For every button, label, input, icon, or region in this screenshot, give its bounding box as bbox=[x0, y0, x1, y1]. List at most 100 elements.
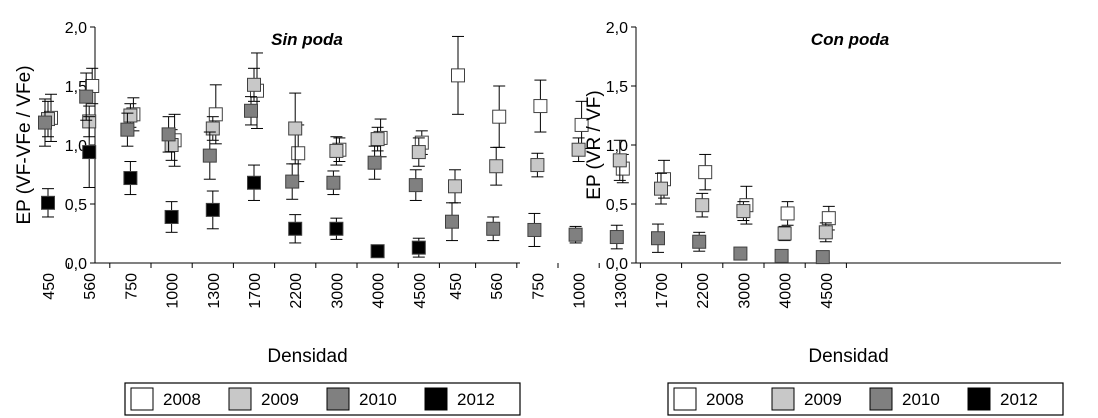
data-point-2009 bbox=[777, 226, 792, 241]
legend-swatch-2008 bbox=[130, 387, 154, 411]
data-point-2010 bbox=[244, 103, 258, 118]
data-point-2009 bbox=[247, 77, 261, 92]
legend-swatch-2008 bbox=[673, 387, 697, 411]
legend: 2008 2009 2010 2012 bbox=[124, 382, 521, 416]
data-point-2012 bbox=[164, 209, 179, 224]
data-point-2012 bbox=[123, 171, 138, 186]
series-2010 bbox=[38, 72, 423, 201]
data-point-2010 bbox=[568, 227, 583, 242]
x-tick-label: 450 bbox=[41, 273, 58, 300]
legend-label-2008: 2008 bbox=[706, 390, 744, 409]
chart-title: Con poda bbox=[811, 30, 889, 49]
data-point-2010 bbox=[527, 222, 542, 237]
x-tick-label: 750 bbox=[123, 273, 140, 300]
data-point-2012 bbox=[370, 244, 385, 259]
data-point-2012 bbox=[247, 175, 261, 190]
data-point-2008 bbox=[574, 117, 589, 132]
x-tick-label: 3000 bbox=[736, 273, 753, 309]
data-point-2010 bbox=[285, 174, 300, 189]
series-2008 bbox=[451, 35, 836, 231]
legend-swatch-2012 bbox=[967, 387, 991, 411]
legend-label-2008: 2008 bbox=[163, 390, 201, 409]
x-tick-label: 4500 bbox=[819, 273, 836, 309]
x-tick-label: 1300 bbox=[206, 273, 223, 309]
y-tick-label: 2,0 bbox=[65, 20, 87, 37]
data-point-2009 bbox=[411, 145, 426, 160]
data-point-2010 bbox=[326, 175, 341, 190]
data-point-2008 bbox=[451, 68, 465, 83]
series-2009 bbox=[448, 137, 833, 243]
legend-label-2009: 2009 bbox=[804, 390, 842, 409]
data-point-2012 bbox=[82, 145, 97, 160]
x-tick-label: 560 bbox=[82, 273, 99, 300]
data-point-2010 bbox=[445, 214, 459, 229]
data-point-2008 bbox=[533, 99, 548, 114]
legend-label-2009: 2009 bbox=[261, 390, 299, 409]
data-point-2012 bbox=[41, 195, 55, 210]
legend-swatch-2012 bbox=[424, 387, 448, 411]
data-point-2009 bbox=[736, 204, 751, 219]
legend: 2008 2009 2010 2012 bbox=[667, 382, 1064, 416]
y-tick-label: 0,0 bbox=[65, 256, 87, 273]
chart-panel-2: 0,0 0,5 1,0 1,5 2,0 450 560 750 1000 1300 1700 2200… bbox=[445, 20, 1064, 416]
data-point-2012 bbox=[205, 202, 220, 217]
legend-label-2010: 2010 bbox=[359, 390, 397, 409]
legend-swatch-2009 bbox=[771, 387, 795, 411]
data-point-2009 bbox=[288, 121, 303, 136]
data-point-2009 bbox=[571, 142, 586, 157]
y-tick-label: 0,5 bbox=[606, 197, 628, 214]
legend-swatch-2010 bbox=[326, 387, 350, 411]
legend-frame bbox=[124, 382, 521, 416]
x-tick-label: 2200 bbox=[288, 273, 305, 309]
data-point-2009 bbox=[612, 153, 627, 168]
legend-label-2012: 2012 bbox=[457, 390, 495, 409]
data-point-2010 bbox=[692, 234, 707, 249]
legend-label-2012: 2012 bbox=[1000, 390, 1038, 409]
series-2012 bbox=[41, 116, 426, 259]
x-tick-label: 1000 bbox=[165, 273, 182, 309]
legend-swatch-2009 bbox=[228, 387, 252, 411]
data-point-2012 bbox=[329, 221, 344, 236]
data-point-2010 bbox=[815, 250, 830, 265]
data-point-2008 bbox=[291, 146, 306, 161]
data-point-2008 bbox=[780, 206, 795, 221]
x-tick-label: 1000 bbox=[572, 273, 589, 309]
y-tick-label: 0,0 bbox=[606, 256, 628, 273]
data-point-2010 bbox=[120, 122, 135, 137]
x-tick-label: 3000 bbox=[329, 273, 346, 309]
y-tick-label: 1,0 bbox=[65, 138, 87, 155]
data-point-2008 bbox=[698, 165, 713, 180]
data-point-2009 bbox=[370, 132, 385, 147]
x-tick-label: 2200 bbox=[695, 273, 712, 309]
legend-label-2010: 2010 bbox=[902, 390, 940, 409]
data-point-2008 bbox=[208, 107, 223, 122]
series-2010 bbox=[445, 202, 830, 265]
data-point-2009 bbox=[654, 181, 668, 196]
data-point-2009 bbox=[448, 179, 462, 194]
y-axis-title: EP (VR / VF) bbox=[584, 90, 605, 199]
x-tick-label: 1700 bbox=[247, 273, 264, 309]
data-point-2010 bbox=[774, 248, 789, 263]
x-tick-label: 4500 bbox=[412, 273, 429, 309]
y-tick-label: 1,5 bbox=[606, 79, 628, 96]
x-tick-label: 560 bbox=[489, 273, 506, 300]
data-point-2010 bbox=[161, 127, 176, 142]
data-point-2010 bbox=[38, 115, 52, 130]
data-point-2010 bbox=[202, 148, 217, 163]
data-point-2009 bbox=[329, 143, 344, 158]
legend-swatch-2010 bbox=[869, 387, 893, 411]
data-point-2009 bbox=[695, 198, 710, 213]
data-point-2010 bbox=[651, 231, 665, 246]
x-tick-label: 4000 bbox=[371, 273, 388, 309]
x-tick-label: 1700 bbox=[654, 273, 671, 309]
x-tick-label: 1300 bbox=[613, 273, 630, 309]
data-point-2012 bbox=[411, 240, 426, 255]
x-tick-label: 450 bbox=[448, 273, 465, 300]
x-axis-title: Densidad bbox=[267, 346, 347, 367]
data-point-2012 bbox=[288, 221, 303, 236]
y-tick-label: 2,0 bbox=[606, 20, 628, 37]
data-point-2009 bbox=[205, 121, 220, 136]
data-point-2009 bbox=[530, 158, 545, 173]
